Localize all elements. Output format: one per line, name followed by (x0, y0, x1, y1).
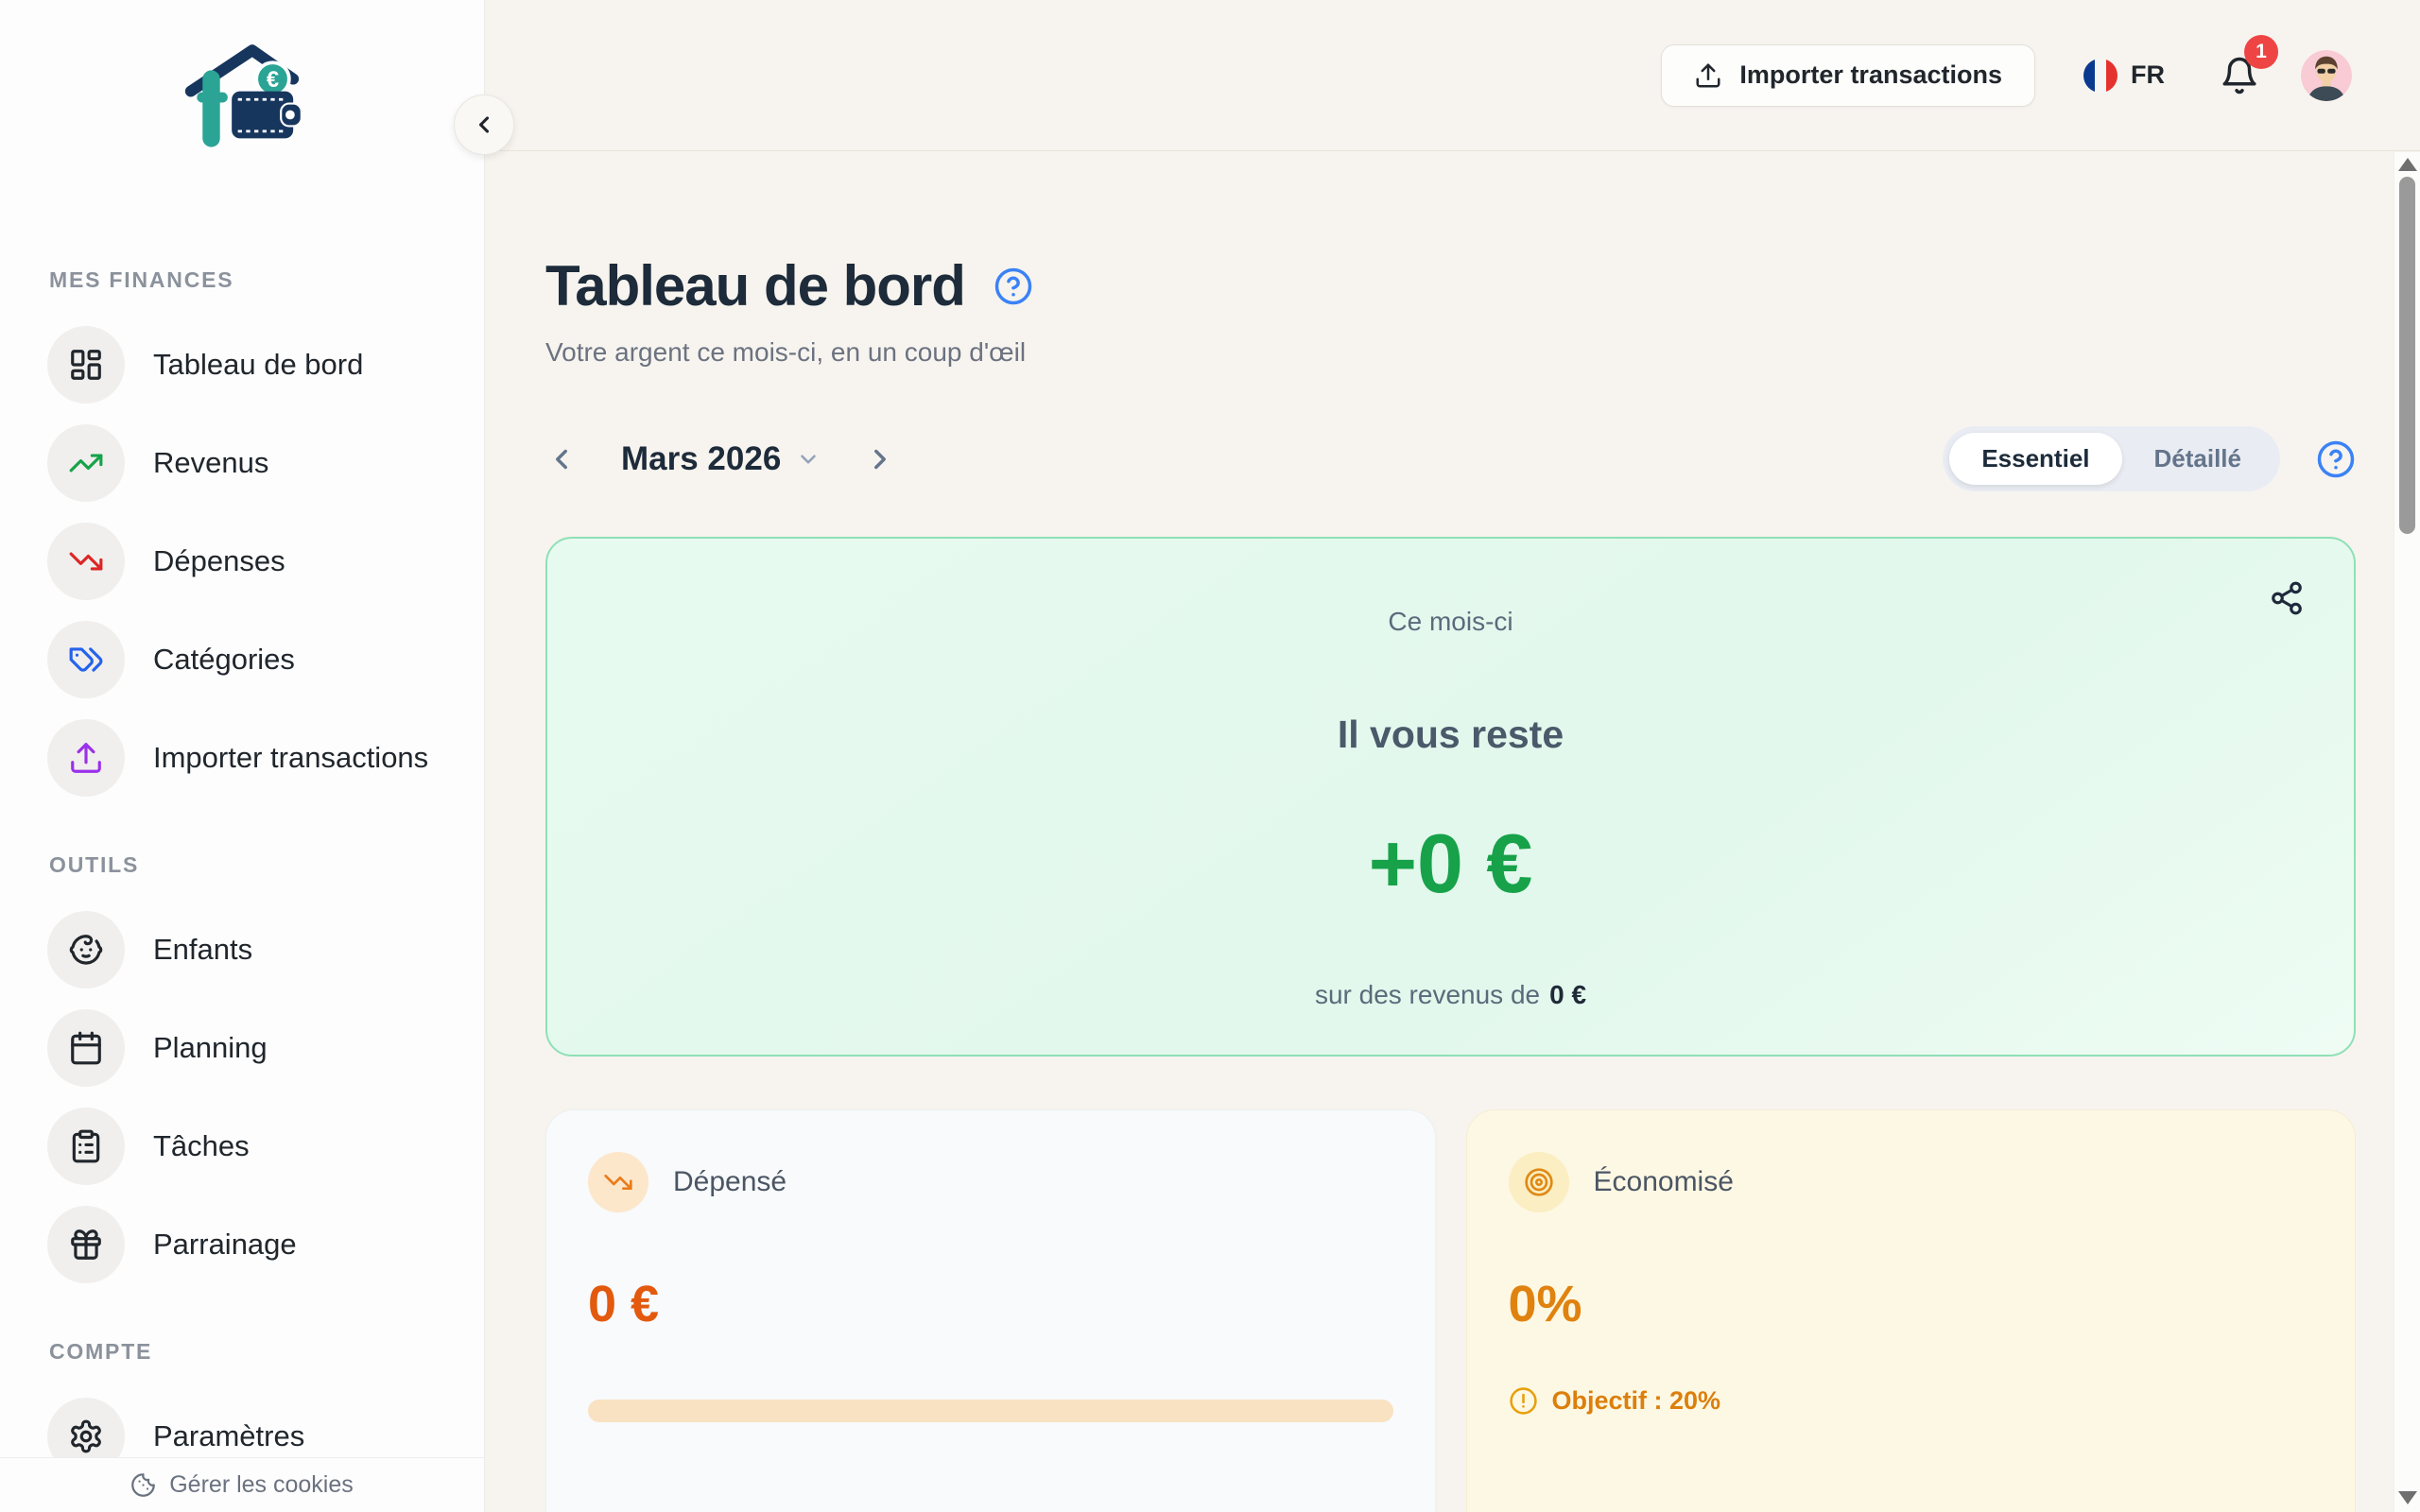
objective-label: Objectif : 20% (1551, 1386, 1721, 1415)
manage-cookies-button[interactable]: Gérer les cookies (0, 1457, 484, 1512)
hero-heading: Il vous reste (1337, 713, 1564, 756)
import-transactions-button[interactable]: Importer transactions (1661, 43, 2035, 107)
hero-footnote-amount: 0 € (1549, 980, 1587, 1009)
chevron-down-icon (801, 454, 817, 464)
saved-percent: 0% (1508, 1276, 1582, 1332)
tags-icon (47, 621, 125, 698)
sidebar-item-label: Tableau de bord (153, 348, 364, 381)
sidebar-item-label: Tâches (153, 1129, 250, 1162)
hero-footnote: sur des revenus de 0 € (1315, 980, 1586, 1010)
svg-text:€: € (267, 67, 279, 93)
language-label: FR (2131, 60, 2165, 89)
remaining-balance-card: Ce mois-ci Il vous reste +0 € sur des re… (545, 537, 2356, 1057)
cookie-icon (131, 1473, 156, 1497)
target-icon (1508, 1152, 1569, 1212)
sidebar-item-importer-transactions[interactable]: Importer transactions (47, 709, 484, 807)
main-area: Importer transactions FR 1 (486, 0, 2420, 1512)
share-button[interactable] (2269, 580, 2305, 616)
hero-footnote-prefix: sur des revenus de (1314, 980, 1541, 1009)
sidebar-item-label: Importer transactions (153, 741, 429, 774)
hero-period-label: Ce mois-ci (1388, 607, 1513, 636)
upload-icon (47, 719, 125, 797)
sidebar-item-label: Enfants (153, 933, 253, 966)
sidebar-item-label: Parrainage (153, 1228, 297, 1261)
avatar-image (2301, 49, 2352, 101)
sidebar-item-depenses[interactable]: Dépenses (47, 512, 484, 610)
toggle-option-detaille[interactable]: Détaillé (2153, 444, 2242, 472)
clipboard-list-icon (47, 1108, 125, 1185)
scrollbar-up-arrow[interactable] (2398, 158, 2417, 171)
title-help-icon[interactable] (994, 266, 1033, 306)
import-transactions-label: Importer transactions (1739, 60, 2002, 89)
sidebar-item-taches[interactable]: Tâches (47, 1097, 484, 1195)
app-logo: € (0, 0, 484, 222)
sidebar-nav: MES FINANCES Tableau de bord Revenus Dép… (0, 267, 484, 1486)
toggle-option-essentiel[interactable]: Essentiel (1949, 433, 2122, 485)
sidebar-item-label: Catégories (153, 643, 295, 676)
sidebar-item-label: Revenus (153, 446, 269, 479)
next-month-button[interactable] (864, 443, 896, 475)
scrollbar (2394, 152, 2420, 1512)
share-icon (2272, 581, 2302, 615)
upload-icon (1696, 63, 1720, 87)
spent-card: Dépensé 0 € (545, 1109, 1436, 1512)
language-selector[interactable]: FR (2083, 58, 2165, 94)
current-month-label: Mars 2026 (621, 439, 782, 477)
spent-card-label: Dépensé (673, 1166, 787, 1197)
notification-count-badge: 1 (2244, 34, 2278, 69)
dashboard-icon (47, 326, 125, 404)
previous-month-button[interactable] (545, 443, 578, 475)
page-subtitle: Votre argent ce mois-ci, en un coup d'œi… (545, 337, 1027, 367)
trending-down-icon (47, 523, 125, 600)
manage-cookies-label: Gérer les cookies (169, 1471, 354, 1498)
gift-icon (47, 1206, 125, 1283)
sidebar-item-enfants[interactable]: Enfants (47, 901, 484, 999)
sidebar-item-parametres[interactable]: Paramètres (47, 1387, 484, 1486)
sidebar-item-label: Dépenses (153, 544, 285, 577)
month-selector[interactable]: Mars 2026 (621, 440, 821, 478)
page-title: Tableau de bord (545, 254, 966, 318)
saved-card-label: Économisé (1593, 1166, 1734, 1197)
trending-down-icon (588, 1152, 648, 1212)
sidebar-item-revenus[interactable]: Revenus (47, 414, 484, 512)
sidebar-item-label: Paramètres (153, 1419, 305, 1452)
sidebar-item-categories[interactable]: Catégories (47, 610, 484, 709)
chevron-left-icon (478, 116, 490, 133)
view-mode-toggle: Essentiel Détaillé (1943, 426, 2280, 491)
topbar: Importer transactions FR 1 (486, 0, 2420, 151)
sidebar-section-mes-finances: MES FINANCES (49, 267, 234, 292)
sidebar-item-planning[interactable]: Planning (47, 999, 484, 1097)
sidebar-section-outils: OUTILS (49, 852, 140, 877)
baby-icon (47, 911, 125, 988)
dashboard-content: Tableau de bord Votre argent ce mois-ci,… (486, 253, 2420, 1512)
sidebar-item-tableau-de-bord[interactable]: Tableau de bord (47, 316, 484, 414)
view-help-icon[interactable] (2316, 439, 2356, 479)
notifications-button[interactable]: 1 (2220, 34, 2278, 95)
bell-icon (2222, 57, 2256, 94)
french-flag-icon (2083, 58, 2118, 93)
sidebar-section-compte: COMPTE (49, 1339, 153, 1364)
savings-objective: Objectif : 20% (1509, 1386, 2314, 1416)
chevron-right-icon (874, 449, 887, 469)
scrollbar-down-arrow[interactable] (2398, 1491, 2417, 1504)
chevron-left-icon (556, 449, 567, 469)
user-avatar[interactable] (2301, 49, 2352, 101)
calendar-icon (47, 1009, 125, 1087)
house-wallet-logo-icon: € (184, 44, 302, 147)
sidebar-item-label: Planning (153, 1031, 268, 1064)
remaining-amount: +0 € (1368, 816, 1533, 910)
sidebar-item-parrainage[interactable]: Parrainage (47, 1195, 484, 1294)
spent-progress-bar (588, 1400, 1393, 1422)
sidebar: € MES FINANCES Tableau de bord Revenus (0, 0, 485, 1512)
saved-card: Économisé 0% Objectif : 20% (1465, 1109, 2356, 1512)
spent-amount: 0 € (588, 1276, 660, 1332)
month-navigation: Mars 2026 (545, 440, 896, 478)
scrollbar-thumb[interactable] (2399, 177, 2415, 534)
sidebar-collapse-button[interactable] (454, 94, 514, 155)
trending-up-icon (47, 424, 125, 502)
alert-circle-icon (1509, 1387, 1537, 1415)
